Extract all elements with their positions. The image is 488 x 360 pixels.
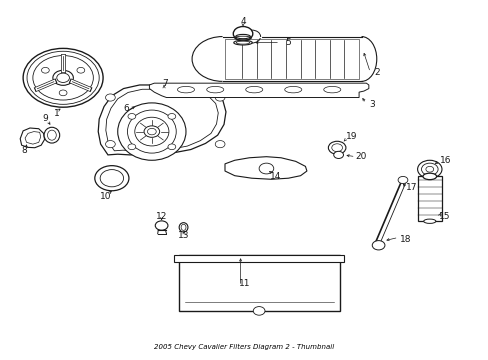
Polygon shape — [149, 83, 368, 98]
Circle shape — [105, 140, 115, 148]
Circle shape — [243, 30, 260, 43]
Bar — [178, 255, 339, 311]
Bar — [173, 255, 344, 262]
Circle shape — [371, 240, 384, 250]
Circle shape — [167, 144, 175, 150]
Text: 18: 18 — [399, 235, 410, 244]
Circle shape — [105, 94, 115, 101]
Text: 11: 11 — [238, 279, 250, 288]
Ellipse shape — [422, 173, 436, 180]
Circle shape — [155, 221, 167, 230]
Text: 10: 10 — [100, 192, 111, 201]
Text: 1: 1 — [54, 109, 60, 118]
Circle shape — [253, 307, 264, 315]
Circle shape — [233, 27, 252, 41]
Ellipse shape — [179, 223, 187, 232]
Circle shape — [53, 70, 73, 85]
Circle shape — [167, 113, 175, 119]
Polygon shape — [20, 128, 44, 148]
Text: 15: 15 — [438, 212, 449, 221]
Circle shape — [417, 160, 441, 178]
Circle shape — [128, 144, 136, 150]
Ellipse shape — [44, 127, 60, 143]
Circle shape — [328, 141, 345, 154]
Text: 2: 2 — [373, 68, 379, 77]
Text: 5: 5 — [285, 38, 291, 47]
Ellipse shape — [233, 40, 252, 45]
Circle shape — [215, 140, 224, 148]
Bar — [224, 40, 358, 78]
Circle shape — [333, 151, 343, 158]
Circle shape — [215, 94, 224, 101]
Text: 2005 Chevy Cavalier Filters Diagram 2 - Thumbnail: 2005 Chevy Cavalier Filters Diagram 2 - … — [154, 344, 334, 350]
Text: 9: 9 — [42, 114, 48, 123]
Text: 7: 7 — [163, 79, 168, 88]
Circle shape — [128, 113, 136, 119]
Text: 6: 6 — [123, 104, 129, 113]
Circle shape — [397, 176, 407, 184]
Circle shape — [23, 48, 103, 107]
Polygon shape — [98, 85, 225, 155]
Circle shape — [159, 148, 168, 156]
Text: 4: 4 — [240, 17, 245, 26]
Circle shape — [95, 166, 129, 191]
Text: 14: 14 — [269, 172, 281, 181]
Polygon shape — [224, 157, 306, 179]
Ellipse shape — [235, 35, 250, 39]
Circle shape — [41, 67, 49, 73]
Circle shape — [59, 90, 67, 96]
Text: 17: 17 — [405, 183, 416, 192]
Text: 3: 3 — [368, 100, 374, 109]
Circle shape — [259, 163, 273, 174]
Text: 19: 19 — [346, 132, 357, 141]
Text: 20: 20 — [355, 152, 366, 161]
Circle shape — [77, 67, 84, 73]
Text: 8: 8 — [21, 146, 27, 155]
Ellipse shape — [118, 103, 185, 160]
Ellipse shape — [423, 219, 435, 224]
Bar — [417, 176, 441, 221]
Text: 16: 16 — [439, 156, 450, 165]
Text: 13: 13 — [178, 231, 189, 240]
Ellipse shape — [144, 126, 159, 137]
Text: 12: 12 — [156, 212, 167, 221]
